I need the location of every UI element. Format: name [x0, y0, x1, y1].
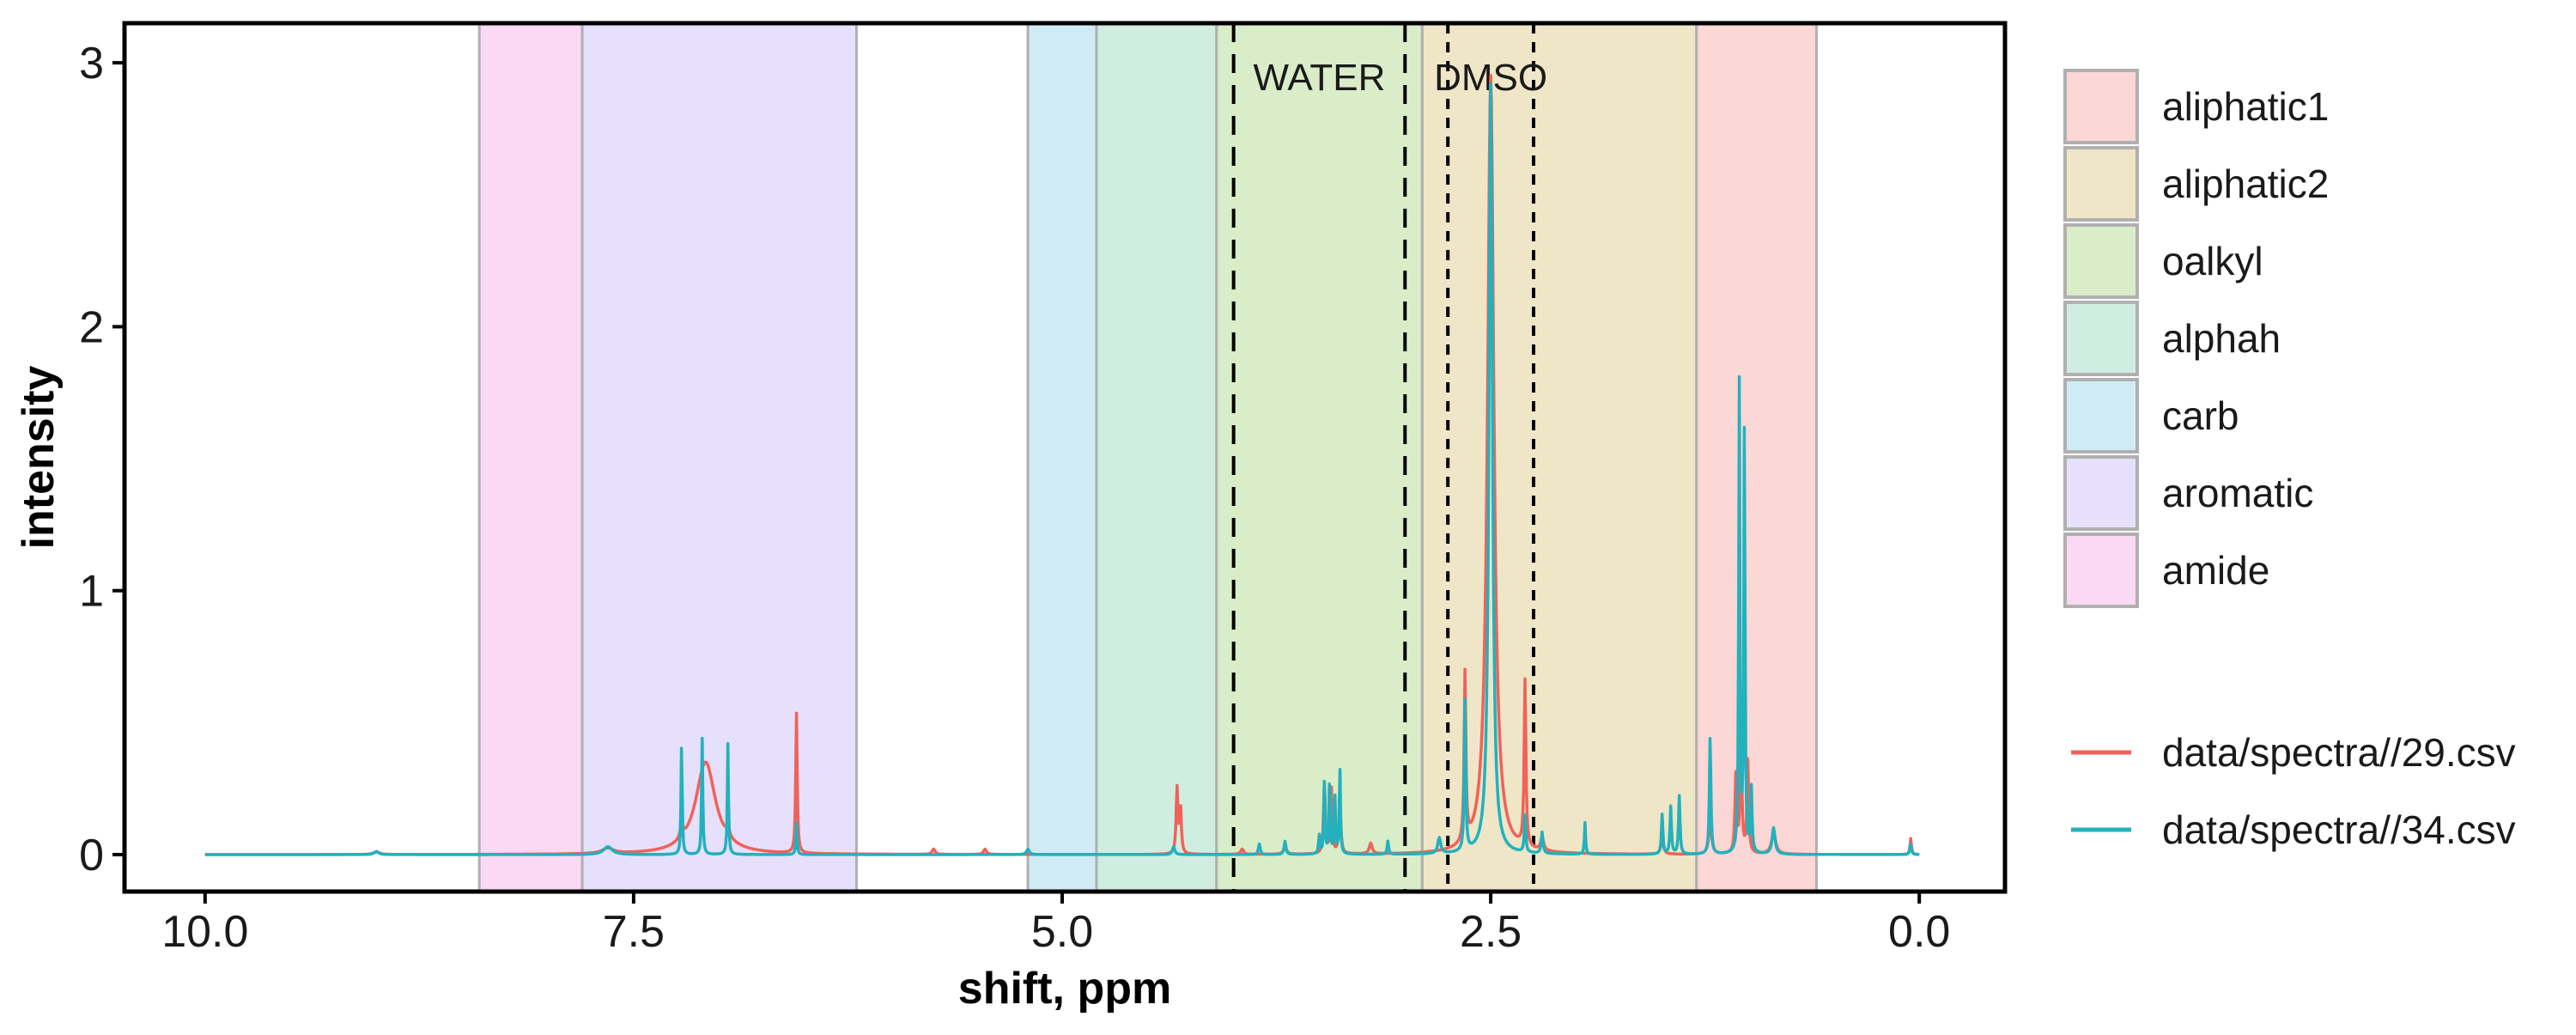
x-tick-label: 7.5 — [603, 907, 665, 957]
legend-swatch-carb — [2063, 378, 2139, 454]
region-band-alphah — [1095, 21, 1218, 893]
region-band-aliphatic2 — [1420, 21, 1698, 893]
legend-swatch-oalkyl — [2063, 223, 2139, 299]
y-tick-label: 3 — [79, 39, 104, 88]
legend-label-alphah: alphah — [2162, 316, 2281, 361]
region-band-amide — [477, 21, 584, 893]
legend-swatch-alphah — [2063, 301, 2139, 376]
y-tick-label: 0 — [79, 831, 104, 880]
reference-lines: WATER DMSO — [1231, 23, 1547, 892]
legend-label-aromatic: aromatic — [2162, 471, 2313, 515]
legend-series-label-2: data/spectra//34.csv — [2162, 807, 2516, 852]
spectra-lines — [204, 74, 1921, 856]
legend-series: data/spectra//29.csv data/spectra//34.csv — [2071, 730, 2516, 852]
x-tick-label: 0.0 — [1888, 907, 1950, 957]
x-axis-title: shift, ppm — [958, 964, 1171, 1014]
legend-label-oalkyl: oalkyl — [2162, 239, 2263, 283]
legend-regions: aliphatic1 aliphatic2 oalkyl alphah carb arom… — [2063, 69, 2329, 608]
legend-swatch-aliphatic2 — [2063, 146, 2139, 222]
x-tick-label: 2.5 — [1460, 907, 1522, 957]
region-band-carb — [1026, 21, 1098, 893]
x-tick-label: 10.0 — [161, 907, 248, 957]
legend-swatch-amide — [2063, 533, 2139, 608]
region-band-aromatic — [580, 21, 858, 893]
y-axis-title: intensity — [14, 366, 64, 550]
legend-label-aliphatic1: aliphatic1 — [2162, 84, 2329, 129]
x-tick-label: 5.0 — [1031, 907, 1093, 957]
legend-swatch-aromatic — [2063, 455, 2139, 531]
legend-label-aliphatic2: aliphatic2 — [2162, 161, 2329, 206]
y-tick-label: 2 — [79, 302, 104, 352]
reference-label-water: WATER — [1253, 57, 1385, 99]
y-tick-label: 1 — [79, 567, 104, 617]
plot-frame — [122, 21, 2008, 894]
legend-label-amide: amide — [2162, 548, 2269, 593]
region-bands — [477, 21, 1818, 893]
legend-series-label-1: data/spectra//29.csv — [2162, 730, 2516, 775]
legend-label-carb: carb — [2162, 393, 2239, 438]
region-band-oalkyl — [1215, 21, 1424, 893]
axes: 10.0 7.5 5.0 2.5 0.0 0 1 2 3 — [79, 39, 1950, 957]
series-line-2 — [204, 82, 1921, 856]
legend-swatch-aliphatic1 — [2063, 69, 2139, 144]
region-band-aliphatic1 — [1695, 21, 1818, 893]
